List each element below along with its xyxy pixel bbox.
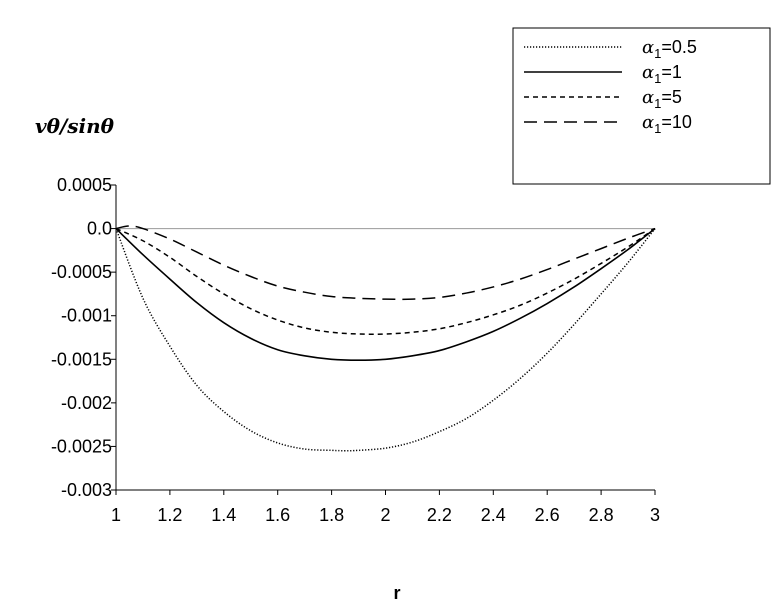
- y-tick-label: -0.001: [61, 306, 112, 326]
- series-line-1: [115, 228, 656, 452]
- x-tick-label: 1.4: [211, 505, 236, 525]
- x-tick-label: 1.2: [157, 505, 182, 525]
- legend-box: [512, 27, 771, 185]
- legend-value: =5: [661, 87, 682, 107]
- legend-symbol: α: [642, 62, 654, 83]
- legend: α1=0.5α1=1α1=5α1=10: [512, 27, 771, 185]
- x-tick-label: 1.8: [319, 505, 344, 525]
- legend-symbol: α: [642, 37, 654, 58]
- series-line-2: [115, 227, 656, 361]
- x-tick-label: 2.4: [481, 505, 506, 525]
- x-tick-label: 1: [111, 505, 121, 525]
- legend-subscript: 1: [654, 96, 661, 111]
- y-tick-label: -0.003: [61, 480, 112, 500]
- series-line-3: [115, 227, 656, 335]
- legend-subscript: 1: [654, 71, 661, 86]
- legend-value: =10: [661, 112, 692, 132]
- legend-symbol: α: [642, 112, 654, 133]
- x-tick-label: 2: [380, 505, 390, 525]
- x-tick-label: 2.2: [427, 505, 452, 525]
- legend-symbol: α: [642, 87, 654, 108]
- legend-value: =0.5: [661, 37, 697, 57]
- axes: 0.0005 0.0 -0.0005 -0.001 -0.0015 -0.002 -0.00…: [51, 175, 660, 525]
- x-tick-label: 2.8: [589, 505, 614, 525]
- series-group: [115, 225, 656, 452]
- y-tick-label: -0.0005: [51, 262, 112, 282]
- legend-label: α1=1: [642, 62, 682, 86]
- legend-label: α1=0.5: [642, 37, 697, 61]
- y-tick-label: -0.002: [61, 393, 112, 413]
- series-line-4: [115, 225, 656, 301]
- x-tick-label: 2.6: [535, 505, 560, 525]
- x-axis-label: r: [393, 583, 400, 603]
- legend-subscript: 1: [654, 46, 661, 61]
- y-tick-label: 0.0005: [57, 175, 112, 195]
- x-tick-label: 1.6: [265, 505, 290, 525]
- legend-subscript: 1: [654, 121, 661, 136]
- y-tick-label: -0.0025: [51, 436, 112, 456]
- y-tick-label: 0.0: [87, 219, 112, 239]
- legend-label: α1=10: [642, 112, 692, 136]
- y-tick-label: -0.0015: [51, 349, 112, 369]
- legend-value: =1: [661, 62, 682, 82]
- x-tick-label: 3: [650, 505, 660, 525]
- legend-label: α1=5: [642, 87, 682, 111]
- y-axis-label: vθ/sinθ: [35, 114, 115, 138]
